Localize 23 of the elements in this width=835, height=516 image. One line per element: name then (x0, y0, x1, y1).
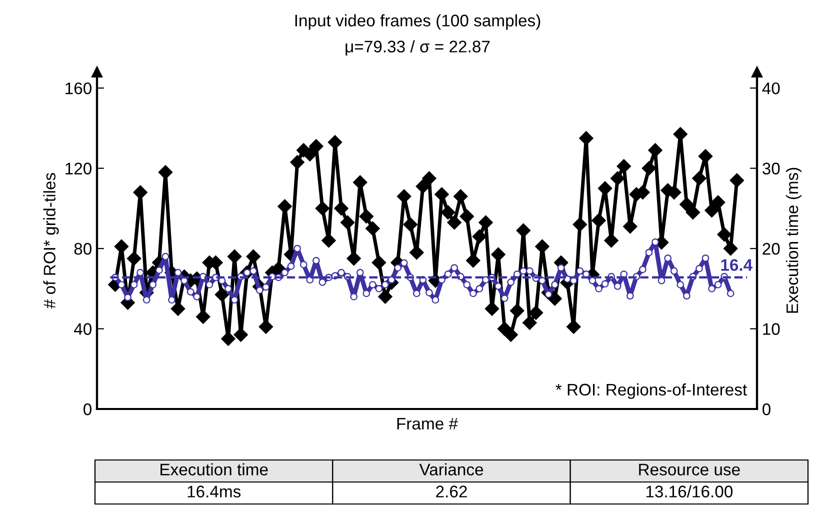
y-axis-title: # of ROI* grid-tiles (43, 173, 59, 309)
y2-tick-label: 10 (763, 323, 780, 335)
chart-title: Input video frames (100 samples) (295, 14, 540, 30)
x-axis-title: Frame # (397, 418, 458, 430)
y-tick-label: 120 (66, 162, 92, 174)
y2-tick-label: 40 (762, 82, 780, 94)
ref-line-label: 16.4 (721, 259, 753, 271)
y-tick-label: 160 (66, 82, 92, 94)
y2-tick-label: 0 (762, 403, 770, 416)
text: Execution time (160, 463, 268, 476)
y2-axis-title: Execution time (ms) (786, 168, 802, 313)
y-tick-label: 80 (74, 242, 92, 255)
chart-subtitle: μ=79.33 / σ = 22.87 (346, 40, 490, 56)
y-tick-label: 40 (74, 323, 92, 335)
y2-tick-label: 20 (762, 242, 780, 255)
y2-tick-label: 30 (762, 162, 780, 174)
text: 16.4ms (188, 486, 241, 498)
y-tick-label: 0 (84, 403, 92, 416)
text: Resource use (639, 464, 740, 476)
text: Variance (419, 463, 484, 476)
annotation: * ROI: Regions-of-Interest (556, 383, 747, 399)
text: 13.16/16.00 (646, 485, 733, 498)
text: 2.62 (436, 486, 467, 498)
